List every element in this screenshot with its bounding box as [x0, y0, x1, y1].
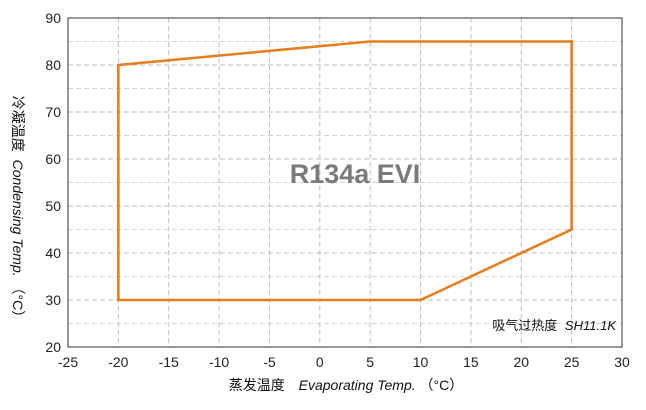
envelope-vertex — [570, 228, 573, 231]
x-tick-label: 0 — [316, 354, 324, 370]
superheat-annotation: 吸气过热度 SH11.1K — [492, 318, 617, 333]
y-axis-title: 冷凝温度 Condensing Temp. （°C） — [10, 96, 26, 325]
y-axis-title-en: Condensing Temp. — [10, 160, 26, 277]
plot-frame — [67, 17, 623, 348]
y-axis-title-unit: （°C） — [10, 281, 26, 325]
envelope-vertex — [117, 298, 120, 302]
y-tick-label: 70 — [45, 104, 61, 120]
x-axis-title-cn: 蒸发温度 — [229, 377, 285, 393]
y-tick-label: 80 — [45, 57, 61, 73]
y-tick-label: 60 — [45, 151, 61, 167]
envelope-vertex — [419, 298, 422, 302]
x-tick-labels: -25 -20 -15 -10 -5 0 5 10 15 20 25 30 — [58, 354, 630, 370]
superheat-label-en: SH11.1K — [565, 318, 617, 333]
x-axis-title-en: Evaporating Temp. — [299, 377, 416, 393]
superheat-label-cn: 吸气过热度 — [492, 318, 557, 333]
envelope-vertex — [117, 63, 120, 67]
x-tick-label: -5 — [263, 354, 276, 370]
x-tick-label: -25 — [58, 354, 78, 370]
x-tick-label: 5 — [366, 354, 374, 370]
y-tick-label: 20 — [45, 339, 61, 355]
grid — [68, 18, 622, 347]
y-tick-labels: 20 30 40 50 60 70 80 90 — [45, 10, 61, 355]
y-tick-label: 30 — [45, 292, 61, 308]
x-tick-label: -20 — [108, 354, 128, 370]
y-tick-label: 40 — [45, 245, 61, 261]
x-tick-label: 20 — [513, 354, 529, 370]
envelope-vertex — [570, 40, 573, 43]
y-axis-title-cn: 冷凝温度 — [10, 96, 26, 152]
x-axis-title-unit: （°C） — [420, 377, 464, 393]
x-tick-label: -15 — [159, 354, 179, 370]
x-tick-label: -10 — [209, 354, 229, 370]
x-tick-label: 30 — [614, 354, 630, 370]
y-tick-label: 90 — [45, 10, 61, 26]
chart-title: R134a EVI — [290, 159, 421, 189]
y-tick-label: 50 — [45, 198, 61, 214]
x-tick-label: 25 — [564, 354, 580, 370]
x-tick-label: 10 — [413, 354, 429, 370]
series — [117, 40, 573, 302]
x-tick-label: 15 — [463, 354, 479, 370]
x-axis-title: 蒸发温度 Evaporating Temp. （°C） — [229, 377, 464, 393]
envelope-vertex — [368, 40, 372, 43]
axes — [67, 17, 623, 348]
